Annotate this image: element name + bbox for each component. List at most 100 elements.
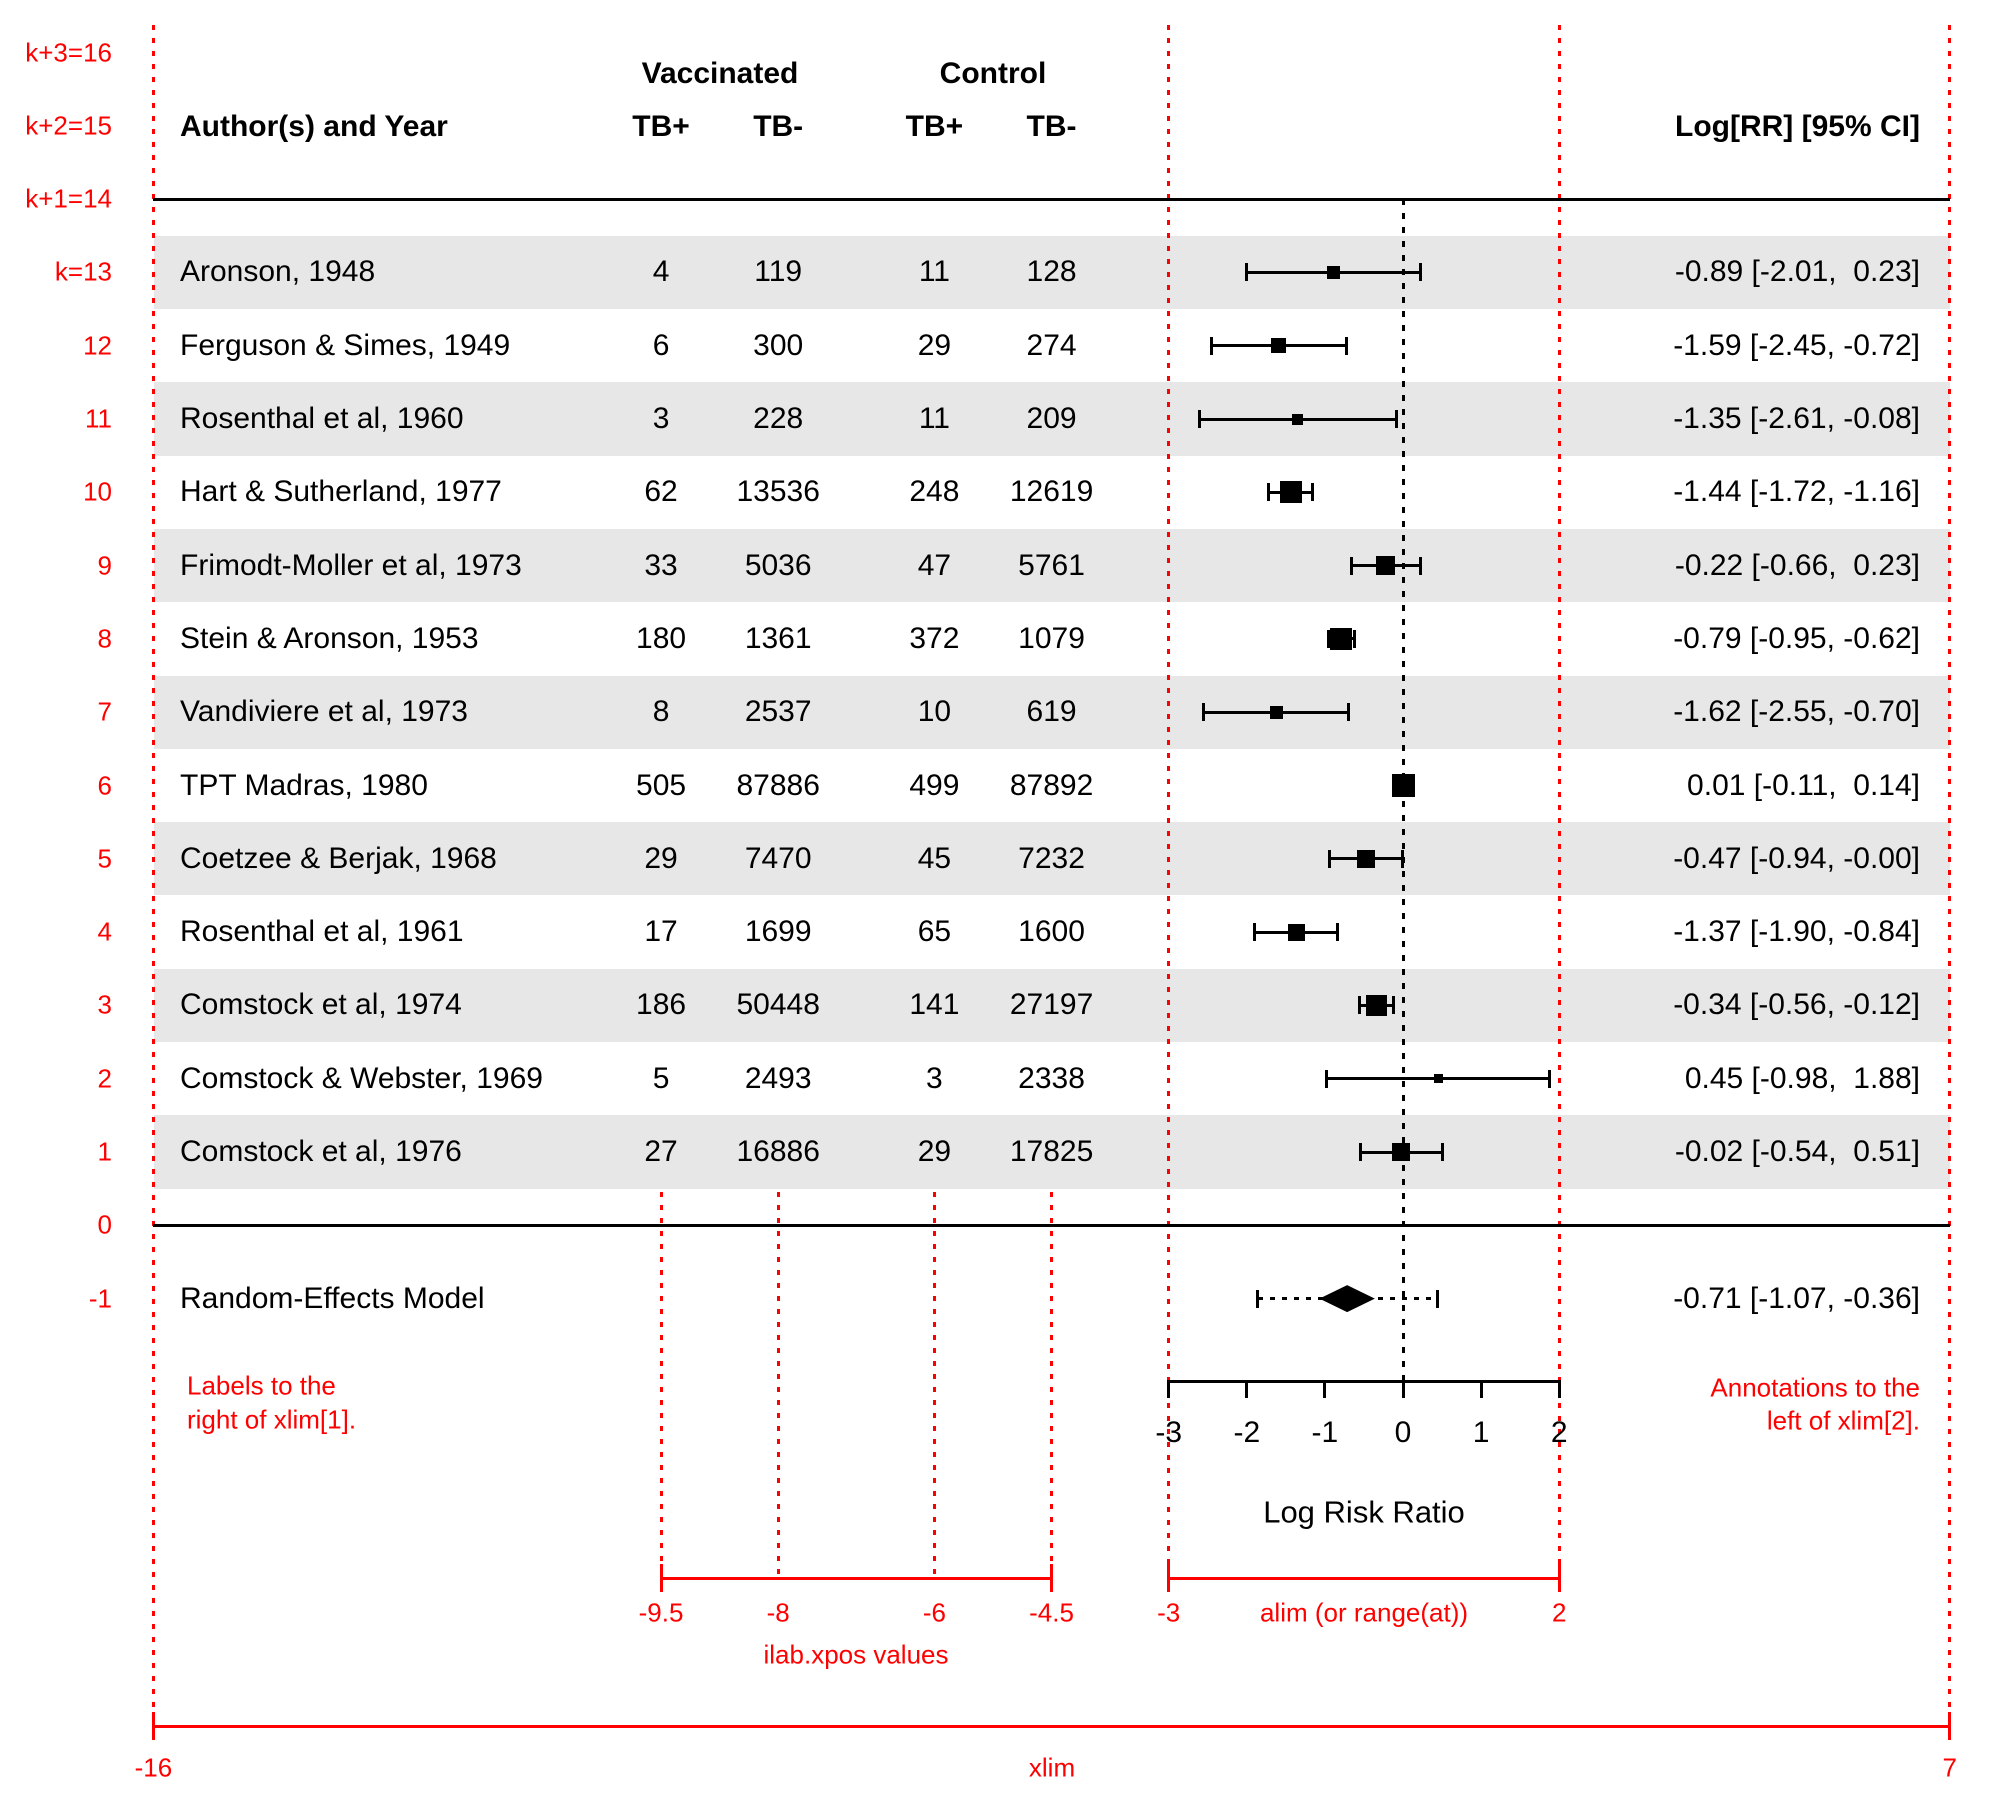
x-axis-tick [1167, 1380, 1171, 1398]
row-number-label: k+2=15 [25, 110, 112, 141]
alim-guide-line [1167, 25, 1171, 1578]
ci-whisker-end [1359, 1143, 1363, 1161]
ilab-count-value: 1699 [744, 915, 812, 949]
ilab-count-value: 1600 [1018, 915, 1085, 949]
x-axis-title: Log Risk Ratio [1263, 1494, 1465, 1530]
ilab-count-value: 17 [644, 915, 678, 949]
row-number-label: k+3=16 [25, 36, 112, 67]
ci-whisker-end [1346, 703, 1350, 722]
effect-square [1433, 1074, 1443, 1084]
column-header-tb: TB- [1026, 110, 1077, 143]
ilab-count-value: 16886 [736, 1135, 820, 1168]
ilab-count-value: 1079 [1018, 621, 1085, 655]
row-number-label: 12 [83, 330, 112, 361]
effect-square [1279, 481, 1302, 504]
alim-bracket-end [1557, 1564, 1561, 1592]
xlim-bracket [153, 1724, 1950, 1728]
ilab-count-value: 6 [652, 328, 670, 362]
note-labels-right-of-xlim1-line1: Labels to the [187, 1370, 336, 1401]
study-author-label: Comstock et al, 1976 [180, 1135, 462, 1168]
study-author-label: Hart & Sutherland, 1977 [180, 475, 502, 509]
summary-annotation: -0.71 [-1.07, -0.36] [1673, 1282, 1920, 1315]
ci-whisker-end [1210, 336, 1214, 355]
ilab-xpos-value-label: -6 [922, 1597, 946, 1628]
row-number-label: 6 [97, 769, 112, 800]
row-number-label: 3 [97, 989, 112, 1020]
ilab-count-value: 5036 [744, 548, 812, 582]
row-number-label: 2 [97, 1063, 112, 1094]
effect-square [1357, 849, 1376, 868]
row-number-label: 9 [97, 549, 112, 580]
row-stripe [154, 968, 1950, 1043]
x-axis-tick-label: 1 [1472, 1416, 1490, 1449]
column-header-ci: Log[RR] [95% CI] [1675, 110, 1920, 143]
ci-annotation: -1.37 [-1.90, -0.84] [1673, 915, 1920, 949]
ci-whisker-end [1310, 483, 1314, 502]
ci-whisker-end [1548, 1069, 1552, 1088]
ilab-count-value: 372 [909, 621, 960, 655]
ilab-count-value: 65 [917, 915, 952, 949]
ci-annotation: -0.22 [-0.66, 0.23] [1674, 548, 1920, 582]
ilab-xpos-value-label: -8 [766, 1597, 790, 1628]
ilab-count-value: 45 [917, 841, 952, 875]
ilab-count-value: 13536 [736, 475, 820, 509]
summary-separator-line [153, 1223, 1950, 1227]
ilab-xpos-guide-line [1050, 1192, 1054, 1578]
x-axis-tick-label: -3 [1155, 1416, 1183, 1449]
ci-whisker-end [1395, 410, 1399, 428]
ilab-count-value: 619 [1026, 695, 1077, 729]
ci-whisker-end [1324, 1069, 1328, 1088]
ilab-xpos-guide-line [932, 1192, 936, 1578]
ilab-xpos-value-label: -4.5 [1029, 1597, 1074, 1628]
ilab-count-value: 29 [644, 841, 678, 875]
ci-whisker-end [1441, 1143, 1445, 1161]
ci-whisker-end [1401, 849, 1405, 868]
column-header-tb: TB- [753, 110, 804, 143]
effect-square [1287, 923, 1305, 941]
study-author-label: Rosenthal et al, 1960 [180, 402, 464, 435]
ci-annotation: -1.59 [-2.45, -0.72] [1673, 328, 1920, 362]
row-number-label: 10 [83, 476, 112, 507]
ilab-count-value: 50448 [736, 988, 820, 1022]
ilab-count-value: 29 [917, 1135, 952, 1168]
effect-square [1392, 1143, 1411, 1161]
ilab-count-value: 10 [917, 695, 952, 729]
ci-whisker-end [1328, 849, 1332, 868]
ilab-xpos-value-label: -9.5 [638, 1597, 684, 1628]
row-number-label: -1 [88, 1282, 112, 1313]
ilab-count-value: 228 [753, 402, 804, 435]
header-separator-line [153, 197, 1950, 201]
alim-caption: alim (or range(at)) [1259, 1597, 1469, 1628]
study-author-label: TPT Madras, 1980 [180, 768, 428, 802]
ci-annotation: -0.34 [-0.56, -0.12] [1673, 988, 1920, 1022]
ilab-count-value: 47 [917, 548, 952, 582]
row-number-label: 4 [97, 916, 112, 947]
ilab-count-value: 5761 [1018, 548, 1085, 582]
study-author-label: Comstock et al, 1974 [180, 988, 462, 1022]
row-stripe [154, 529, 1950, 603]
xlim-guide-line [1948, 25, 1952, 1726]
ilab-count-value: 7232 [1018, 841, 1085, 875]
ci-annotation: -0.02 [-0.54, 0.51] [1674, 1135, 1920, 1168]
ilab-count-value: 4 [652, 255, 670, 289]
x-axis-tick-label: 2 [1550, 1416, 1568, 1449]
study-author-label: Coetzee & Berjak, 1968 [180, 841, 497, 875]
ilab-count-value: 87886 [736, 768, 820, 802]
alim-left-label: -3 [1157, 1597, 1181, 1628]
x-axis-tick [1479, 1380, 1483, 1398]
ci-whisker-end [1327, 629, 1331, 648]
ci-annotation: -1.35 [-2.61, -0.08] [1673, 402, 1920, 435]
xlim-right-label: 7 [1942, 1752, 1957, 1783]
ilab-count-value: 3 [926, 1061, 943, 1095]
ilab-xpos-caption: ilab.xpos values [763, 1639, 949, 1670]
study-author-label: Frimodt-Moller et al, 1973 [180, 548, 522, 582]
ilab-count-value: 27197 [1009, 988, 1094, 1022]
ci-annotation: -1.44 [-1.72, -1.16] [1673, 475, 1920, 509]
ci-annotation: -0.89 [-2.01, 0.23] [1674, 255, 1920, 289]
row-number-label: k=13 [54, 256, 112, 287]
ci-whisker-end [1197, 410, 1201, 428]
ci-whisker-end [1267, 483, 1271, 502]
ilab-count-value: 186 [636, 988, 687, 1022]
ilab-count-value: 27 [644, 1135, 678, 1168]
